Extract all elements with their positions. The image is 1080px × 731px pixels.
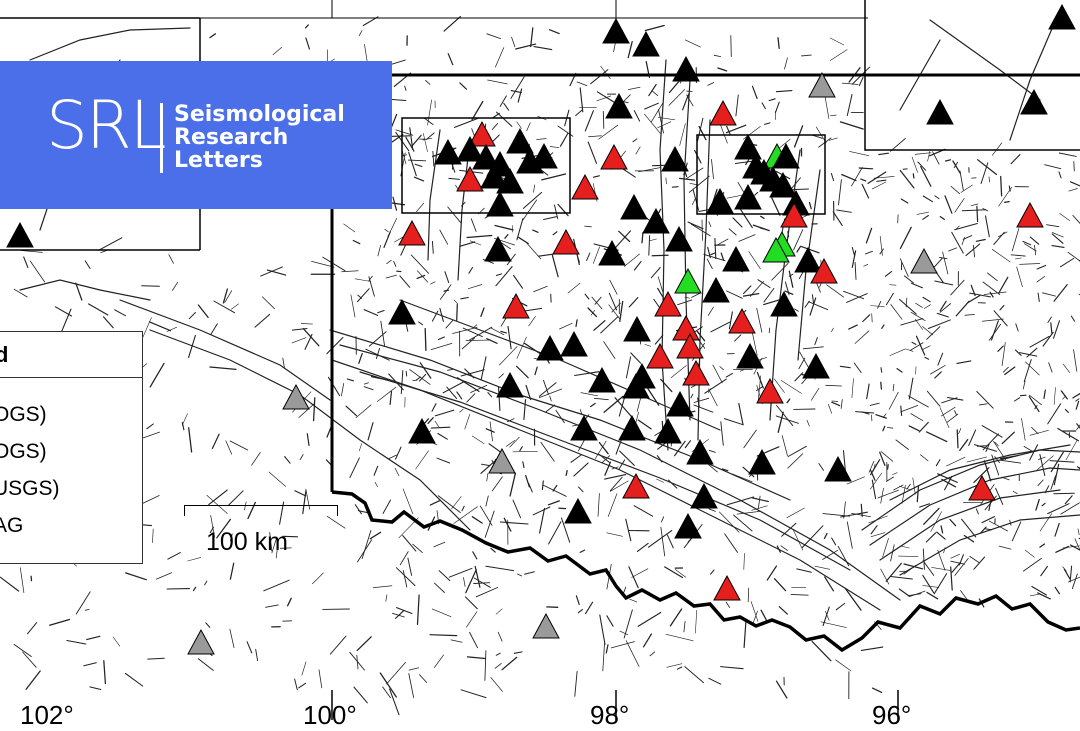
longitude-tick-label: 96° [872,700,911,731]
longitude-tick-label: 98° [590,700,629,731]
red-station-marker [683,361,709,385]
legend-title: d [0,332,142,378]
black-station-marker [485,237,511,261]
black-station-marker [703,278,729,302]
longitude-tick-label: 100° [303,700,357,731]
black-station-marker [666,227,692,251]
red-station-marker [710,101,736,125]
black-station-marker [487,192,513,216]
black-station-marker [619,416,645,440]
gray-station-marker [911,249,937,273]
black-station-marker [707,189,733,213]
logo-name: Seismological Research Letters [174,103,345,172]
black-station-marker [735,185,761,209]
srl-logo: SRL Seismological Research Letters [0,61,392,209]
black-station-marker [633,32,659,56]
red-station-marker [399,221,425,245]
scale-bar-label: 100 km [206,528,288,557]
longitude-tick-label: 102° [20,700,74,731]
black-station-marker [571,416,597,440]
legend-item: OGS) [0,396,142,433]
legend-item: OGS) [0,433,142,470]
black-station-marker [749,450,775,474]
black-station-marker [737,344,763,368]
red-station-marker [714,576,740,600]
black-station-marker [409,419,435,443]
logo-name-line: Seismological [174,103,345,126]
black-station-marker [507,129,533,153]
red-station-marker [601,145,627,169]
legend-item: AG [0,507,142,544]
red-station-marker [553,230,579,254]
black-station-marker [723,247,749,271]
scale-bar [184,505,338,516]
red-station-marker [623,474,649,498]
gray-station-marker [489,449,515,473]
logo-name-line: Letters [174,149,345,172]
black-station-marker [565,499,591,523]
black-station-marker [691,484,717,508]
logo-name-line: Research [174,126,345,149]
red-station-marker [655,292,681,316]
red-station-marker [673,316,699,340]
black-station-marker [606,94,632,118]
red-station-marker [1017,203,1043,227]
black-station-marker [675,514,701,538]
logo-short: SRL [46,93,165,159]
black-station-marker [643,209,669,233]
black-station-marker [662,147,688,171]
black-station-marker [825,457,851,481]
gray-station-marker [809,73,835,97]
red-station-marker [503,294,529,318]
black-station-marker [673,57,699,81]
gray-station-marker [533,614,559,638]
map-legend: d OGS) OGS) USGS) AG [0,331,143,564]
black-station-marker [7,223,33,247]
black-station-marker [687,440,713,464]
black-station-marker [927,100,953,124]
black-station-marker [603,19,629,43]
legend-item: USGS) [0,470,142,507]
black-station-marker [1049,5,1075,29]
black-station-marker [621,195,647,219]
logo-divider [160,103,163,173]
green-station-marker [675,269,701,293]
black-station-marker [599,241,625,265]
gray-station-marker [188,630,214,654]
black-station-marker [624,317,650,341]
black-station-marker [803,354,829,378]
red-station-marker [729,309,755,333]
red-station-marker [647,344,673,368]
black-station-marker [589,368,615,392]
black-station-marker [771,292,797,316]
black-station-marker [655,419,681,443]
black-station-marker [561,332,587,356]
black-station-marker [537,336,563,360]
